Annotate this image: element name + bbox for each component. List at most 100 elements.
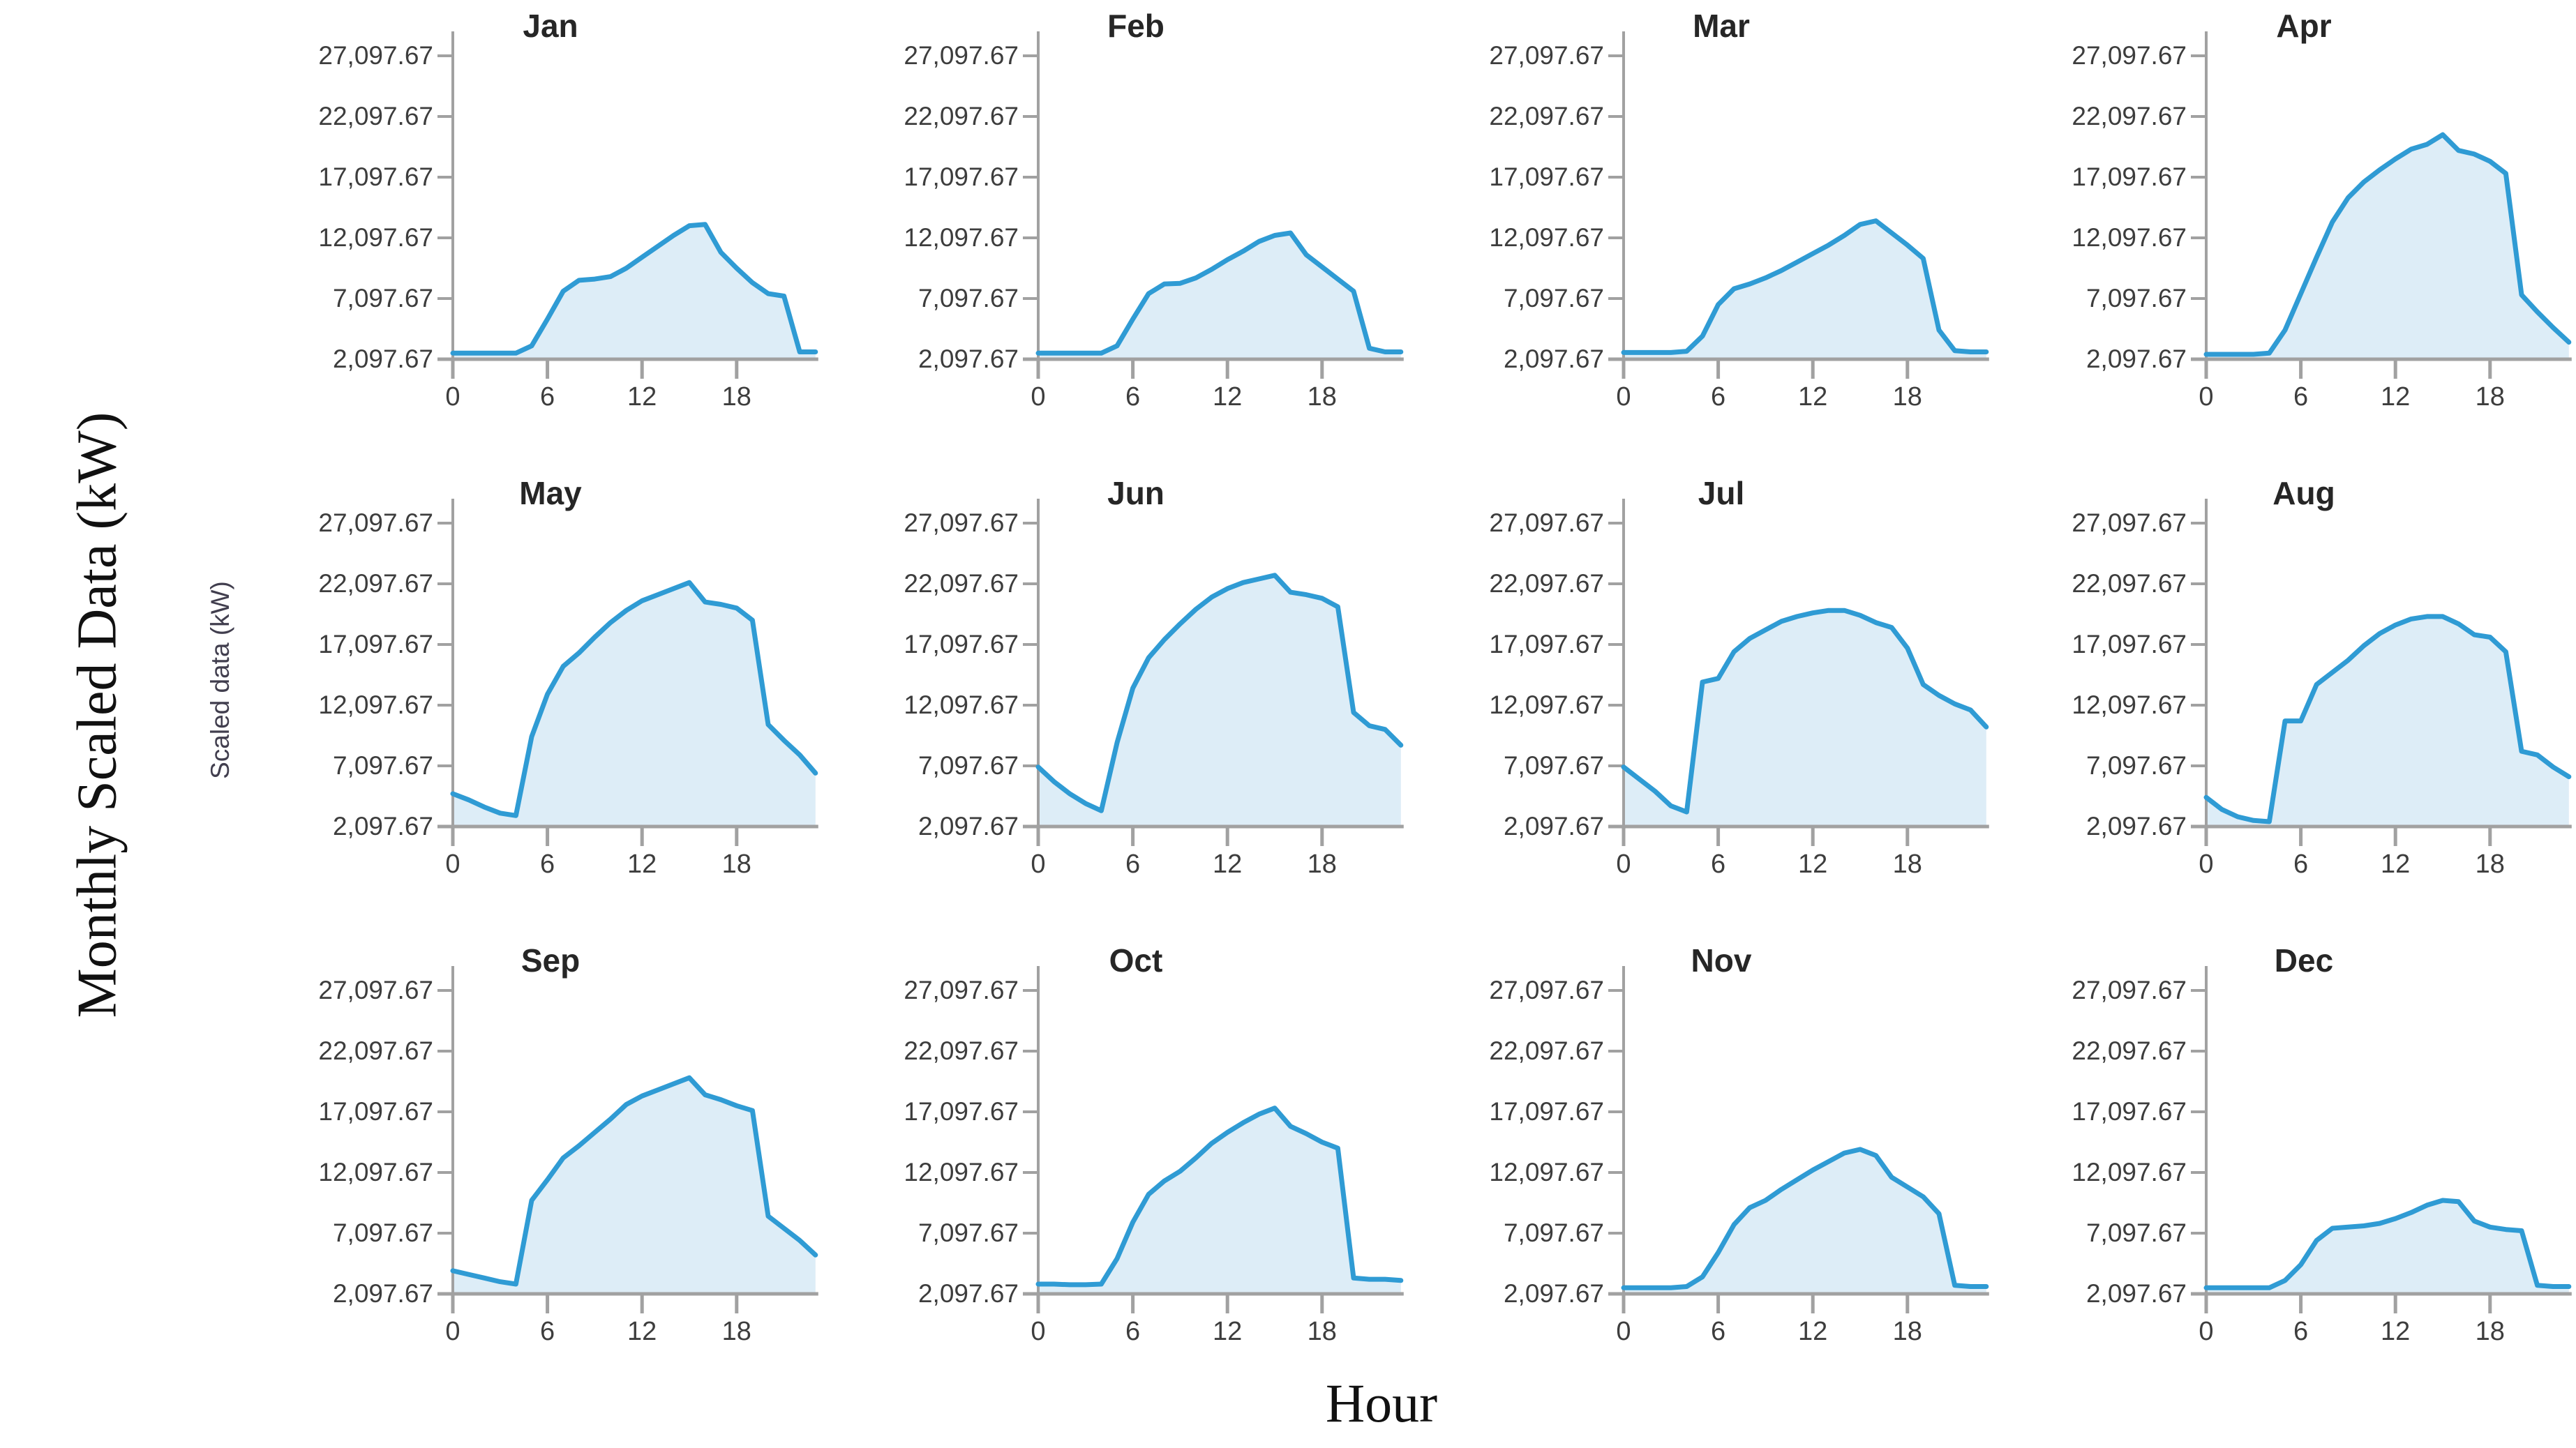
subplot-title-oct: Oct [1109, 942, 1163, 979]
area-fill [1624, 1149, 1986, 1294]
y-tick-label: 2,097.67 [918, 345, 1019, 373]
x-tick-label: 18 [1307, 382, 1337, 412]
y-tick-label: 27,097.67 [904, 976, 1019, 1004]
y-tick-label: 12,097.67 [1489, 223, 1604, 252]
area-chart-jun [1023, 499, 1404, 846]
y-tick-label: 27,097.67 [2072, 41, 2187, 70]
y-tick-label: 27,097.67 [904, 41, 1019, 70]
x-tick-label: 12 [1798, 382, 1828, 412]
area-chart-oct [1023, 966, 1404, 1313]
area-fill [1038, 233, 1401, 359]
x-tick-label: 0 [1031, 850, 1046, 879]
data-line [2203, 614, 2572, 824]
y-tick-label: 7,097.67 [332, 1219, 433, 1247]
y-tick-label: 12,097.67 [904, 223, 1019, 252]
x-tick-label: 18 [721, 1317, 751, 1346]
y-tick-label: 17,097.67 [1489, 1097, 1604, 1126]
x-tick-label: 18 [1307, 1317, 1337, 1346]
x-tick-label: 0 [445, 1317, 460, 1346]
area-chart-sep [437, 966, 818, 1313]
y-tick-label: 7,097.67 [332, 284, 433, 312]
x-tick-label: 6 [540, 382, 555, 412]
y-tick-label: 22,097.67 [1489, 569, 1604, 598]
x-tick-label: 0 [445, 382, 460, 412]
x-tick-label: 12 [627, 382, 657, 412]
y-tick-label: 17,097.67 [904, 163, 1019, 191]
x-tick-label: 0 [1616, 382, 1631, 412]
area-chart-nov [1608, 966, 1989, 1313]
figure-x-axis-label: Hour [1325, 1373, 1438, 1433]
y-tick-label: 2,097.67 [332, 812, 433, 840]
area-chart-jan [437, 31, 818, 379]
y-tick-label: 17,097.67 [904, 1097, 1019, 1126]
data-line [2203, 132, 2572, 357]
y-tick-label: 27,097.67 [318, 976, 433, 1004]
x-tick-label: 0 [1616, 1317, 1631, 1346]
area-fill [1038, 575, 1401, 827]
x-tick-label: 18 [2475, 382, 2505, 412]
data-line [1621, 608, 1989, 815]
x-tick-label: 18 [1307, 850, 1337, 879]
x-tick-label: 12 [1798, 850, 1828, 879]
y-tick-label: 27,097.67 [1489, 508, 1604, 537]
y-tick-label: 12,097.67 [2072, 691, 2187, 719]
x-tick-label: 0 [2199, 382, 2214, 412]
subplot-title-jun: Jun [1107, 475, 1165, 511]
area-fill [453, 1078, 816, 1294]
data-line [1621, 218, 1989, 355]
y-tick-label: 17,097.67 [1489, 163, 1604, 191]
y-tick-label: 7,097.67 [2085, 751, 2187, 780]
y-tick-label: 22,097.67 [318, 569, 433, 598]
y-tick-label: 27,097.67 [1489, 976, 1604, 1004]
area-chart-mar [1608, 31, 1989, 379]
x-tick-label: 12 [1213, 850, 1243, 879]
y-tick-label: 7,097.67 [332, 751, 433, 780]
y-tick-label: 7,097.67 [2085, 284, 2187, 312]
x-tick-label: 0 [1616, 850, 1631, 879]
area-chart-jul [1608, 499, 1989, 846]
subplot-title-jan: Jan [523, 8, 578, 44]
x-tick-label: 6 [1125, 382, 1141, 412]
y-tick-label: 17,097.67 [2072, 163, 2187, 191]
y-tick-label: 12,097.67 [318, 223, 433, 252]
y-tick-label: 7,097.67 [918, 284, 1019, 312]
y-tick-label: 22,097.67 [1489, 1036, 1604, 1065]
x-tick-label: 6 [2293, 382, 2309, 412]
y-tick-label: 7,097.67 [1503, 1219, 1604, 1247]
x-tick-label: 6 [540, 850, 555, 879]
x-tick-label: 6 [540, 1317, 555, 1346]
area-chart-may [437, 499, 818, 846]
y-tick-label: 2,097.67 [918, 1279, 1019, 1308]
y-tick-label: 12,097.67 [318, 1158, 433, 1186]
y-tick-label: 22,097.67 [318, 102, 433, 130]
x-tick-label: 12 [627, 850, 657, 879]
x-tick-label: 12 [2381, 382, 2411, 412]
y-tick-label: 12,097.67 [318, 691, 433, 719]
y-tick-label: 2,097.67 [2085, 812, 2187, 840]
y-tick-label: 27,097.67 [1489, 41, 1604, 70]
x-tick-label: 6 [1125, 1317, 1141, 1346]
area-fill [2206, 616, 2569, 827]
x-tick-label: 18 [2475, 850, 2505, 879]
subplot-title-apr: Apr [2276, 8, 2332, 44]
y-tick-label: 27,097.67 [904, 508, 1019, 537]
y-tick-label: 22,097.67 [2072, 1036, 2187, 1065]
x-tick-label: 18 [1892, 1317, 1922, 1346]
y-tick-label: 7,097.67 [918, 1219, 1019, 1247]
subplot-title-aug: Aug [2272, 475, 2335, 511]
y-tick-label: 17,097.67 [318, 1097, 433, 1126]
data-line [1035, 1106, 1404, 1288]
y-tick-label: 2,097.67 [1503, 812, 1604, 840]
y-tick-label: 17,097.67 [2072, 1097, 2187, 1126]
area-chart-aug [2191, 499, 2572, 846]
y-tick-label: 22,097.67 [904, 569, 1019, 598]
area-fill [1038, 1108, 1401, 1294]
figure-y-axis-label: Monthly Scaled Data (kW) [66, 412, 128, 1018]
y-tick-label: 12,097.67 [2072, 1158, 2187, 1186]
data-line [450, 580, 818, 818]
data-line [1035, 230, 1404, 356]
x-tick-label: 12 [2381, 850, 2411, 879]
y-tick-label: 2,097.67 [2085, 1279, 2187, 1308]
x-tick-label: 18 [2475, 1317, 2505, 1346]
x-tick-label: 12 [1213, 1317, 1243, 1346]
